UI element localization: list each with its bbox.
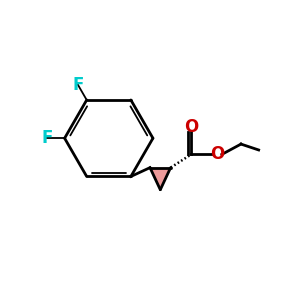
- Text: F: F: [41, 129, 52, 147]
- Text: O: O: [211, 146, 225, 164]
- Polygon shape: [150, 168, 171, 190]
- Text: O: O: [184, 118, 198, 136]
- Text: F: F: [72, 76, 83, 94]
